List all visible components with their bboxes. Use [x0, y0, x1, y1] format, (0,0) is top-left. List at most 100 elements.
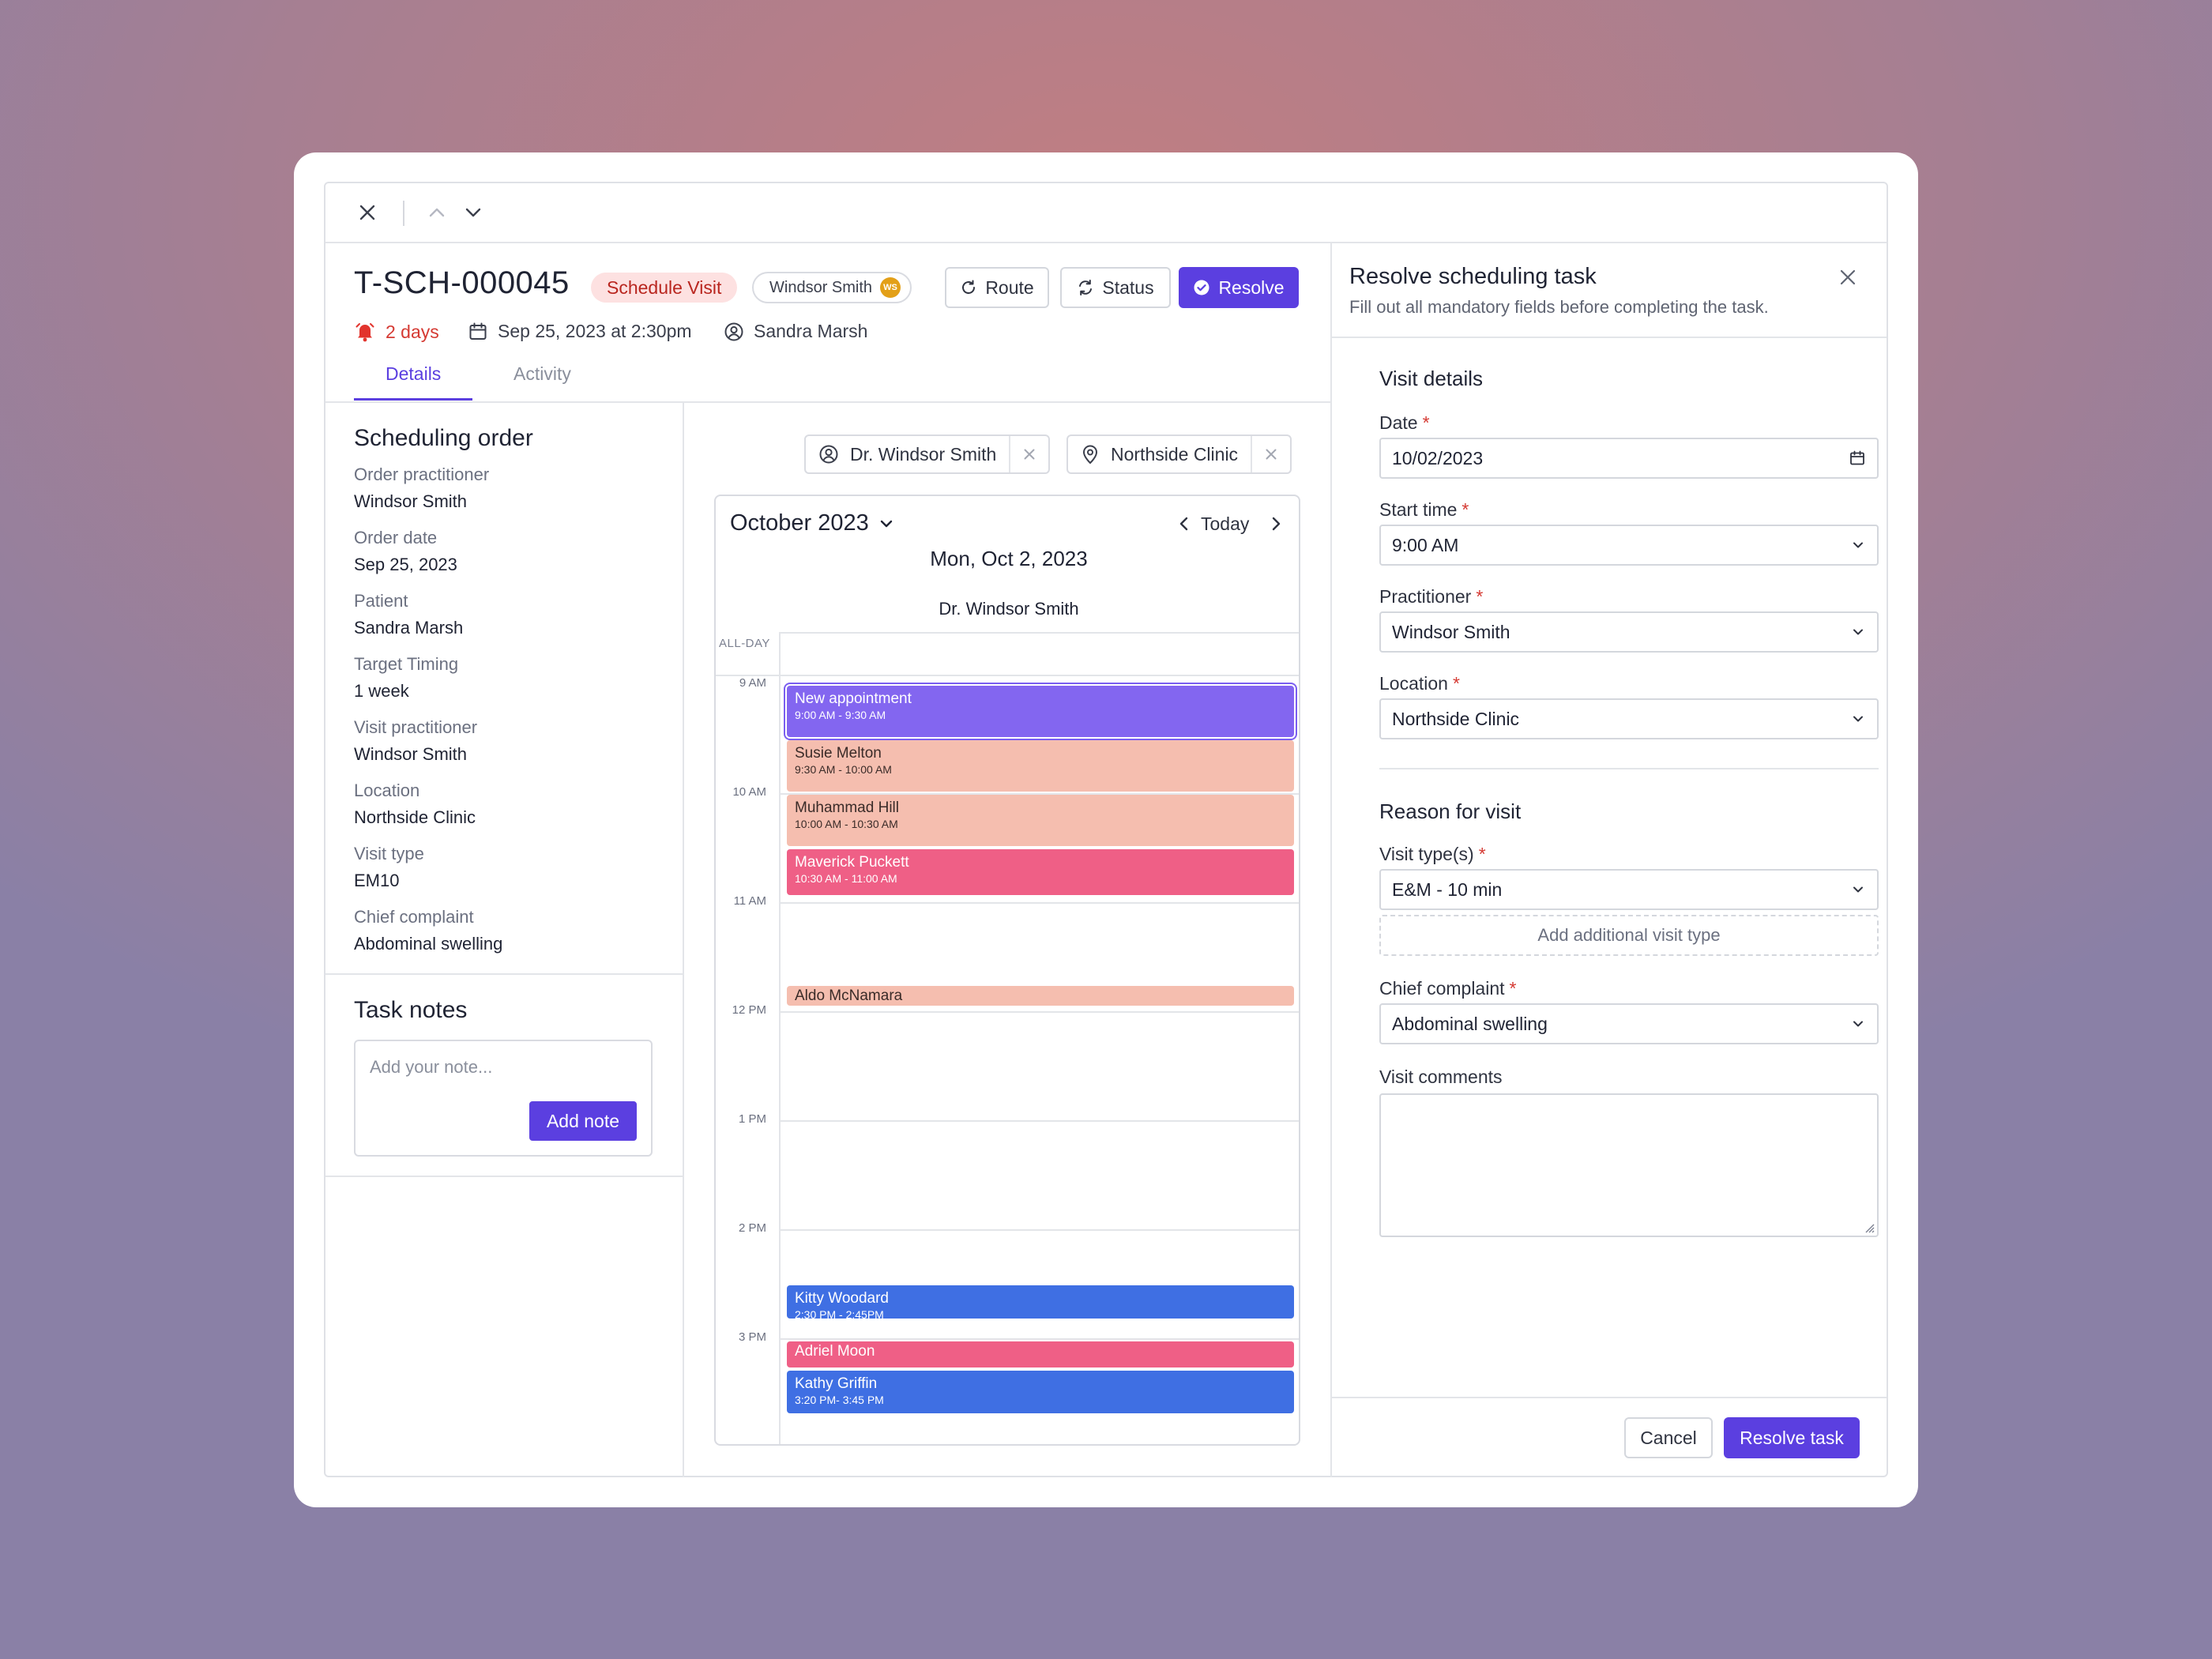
panel-header-divider	[1332, 337, 1887, 338]
today-button[interactable]: Today	[1201, 514, 1250, 534]
doctor-prefix: Dr.	[939, 599, 961, 619]
field-label: Order practitioner	[354, 465, 490, 484]
column-divider	[683, 401, 684, 1477]
visit-type-label: Visit type(s) *	[1379, 844, 1486, 865]
order-field: Patient Sandra Marsh	[354, 591, 502, 654]
hour-label: 11 AM	[733, 894, 766, 908]
field-label: Target Timing	[354, 654, 459, 674]
chevron-up-icon[interactable]	[427, 202, 447, 223]
next-day-button[interactable]	[1267, 515, 1285, 536]
calendar-event[interactable]: Susie Melton 9:30 AM - 10:00 AM	[787, 740, 1294, 792]
location-filter-main: Northside Clinic	[1068, 436, 1251, 472]
practitioner-filter[interactable]: Dr. Windsor Smith	[804, 434, 1051, 474]
calendar-event[interactable]: Kitty Woodard 2:30 PM - 2:45PM	[787, 1285, 1294, 1319]
chevron-down-icon	[1853, 1021, 1863, 1027]
event-time: 9:00 AM - 9:30 AM	[795, 709, 886, 721]
avatar: WS	[880, 277, 901, 298]
tab-activity[interactable]: Activity	[514, 363, 571, 384]
practitioner-value: Windsor Smith	[1392, 621, 1510, 642]
calendar-icon[interactable]	[1849, 450, 1866, 467]
time-grid: 9 AM 10 AM 11 AM 12 PM 1 PM 2 PM 3 PM New appoi…	[716, 675, 1299, 1444]
status-label: Status	[1102, 276, 1154, 298]
start-time-select[interactable]: 9:00 AM	[1379, 525, 1879, 566]
footer-divider	[1332, 1397, 1887, 1398]
doctor-name: Windsor Smith	[965, 599, 1079, 619]
required-marker: *	[1476, 586, 1484, 607]
event-time: 2:30 PM - 2:45PM	[795, 1308, 884, 1319]
practitioner-label-text: Practitioner	[1379, 586, 1472, 607]
resolve-button[interactable]: Resolve	[1179, 267, 1299, 308]
calendar-event[interactable]: Aldo McNamara	[787, 985, 1294, 1006]
visit-type-select[interactable]: E&M - 10 min	[1379, 869, 1879, 910]
calendar-date: Mon, Oct 2, 2023	[930, 547, 1088, 570]
calendar-event[interactable]: New appointment 9:00 AM - 9:30 AM	[787, 686, 1294, 737]
practitioner-filter-main: Dr. Windsor Smith	[806, 436, 1009, 472]
complaint-select[interactable]: Abdominal swelling	[1379, 1003, 1879, 1044]
date-field[interactable]: 10/02/2023	[1379, 438, 1879, 479]
location-select[interactable]: Northside Clinic	[1379, 698, 1879, 739]
complaint-value: Abdominal swelling	[1392, 1013, 1548, 1034]
check-circle-icon	[1194, 280, 1209, 295]
start-time-label-text: Start time	[1379, 499, 1458, 520]
note-input[interactable]: Add your note... Add note	[354, 1040, 653, 1157]
task-window: T-SCH-000045 Schedule Visit Windsor Smit…	[324, 182, 1888, 1477]
date-value: 10/02/2023	[1392, 447, 1484, 468]
hour-label: 12 PM	[732, 1003, 766, 1017]
chevron-down-icon	[880, 520, 892, 527]
time-gutter-divider	[779, 632, 781, 1444]
calendar-event[interactable]: Muhammad Hill 10:00 AM - 10:30 AM	[787, 795, 1294, 846]
chevron-down-icon	[1853, 629, 1863, 635]
created-date: Sep 25, 2023 at 2:30pm	[468, 321, 692, 342]
close-icon[interactable]	[357, 202, 378, 223]
event-name: Maverick Puckett	[795, 854, 909, 871]
tab-details[interactable]: Details	[386, 363, 442, 384]
bell-icon	[356, 323, 374, 342]
visit-type-label-text: Visit type(s)	[1379, 844, 1474, 864]
status-button[interactable]: Status	[1060, 267, 1171, 308]
add-visit-type-button[interactable]: Add additional visit type	[1379, 915, 1879, 956]
practitioner-select[interactable]: Windsor Smith	[1379, 611, 1879, 653]
field-label: Visit type	[354, 844, 424, 863]
practitioner-filter-label: Dr. Windsor Smith	[850, 443, 997, 465]
calendar-event[interactable]: Maverick Puckett 10:30 AM - 11:00 AM	[787, 849, 1294, 896]
location-filter[interactable]: Northside Clinic	[1066, 434, 1292, 474]
chevron-right-icon	[1272, 517, 1281, 531]
resolve-task-button[interactable]: Resolve task	[1724, 1417, 1860, 1458]
cancel-button[interactable]: Cancel	[1624, 1417, 1713, 1458]
user-circle-icon	[724, 322, 743, 340]
event-name: Adriel Moon	[795, 1343, 875, 1360]
event-time: 10:30 AM - 11:00 AM	[795, 872, 897, 885]
due-text: 2 days	[386, 321, 439, 342]
month-selector[interactable]: October 2023	[730, 510, 894, 536]
resize-handle-icon[interactable]	[1861, 1220, 1875, 1234]
clear-practitioner-button[interactable]	[1009, 436, 1048, 472]
order-fields: Order practitioner Windsor Smith Order da…	[354, 465, 502, 970]
window-toolbar	[325, 183, 1887, 243]
route-button[interactable]: Route	[945, 267, 1049, 308]
order-field: Order date Sep 25, 2023	[354, 528, 502, 591]
all-day-divider	[716, 675, 1299, 676]
add-note-button[interactable]: Add note	[529, 1101, 637, 1141]
clear-location-button[interactable]	[1251, 436, 1290, 472]
close-icon	[1266, 449, 1277, 460]
order-field: Location Northside Clinic	[354, 781, 502, 844]
hour-label: 3 PM	[738, 1330, 766, 1344]
hour-gridline	[779, 902, 1299, 904]
complaint-label: Chief complaint *	[1379, 978, 1516, 999]
event-time: 3:20 PM- 3:45 PM	[795, 1394, 884, 1407]
calendar-event[interactable]: Adriel Moon	[787, 1341, 1294, 1368]
sync-icon	[1079, 280, 1093, 295]
prev-day-button[interactable]	[1176, 515, 1193, 536]
panel-divider	[1330, 243, 1332, 1477]
chevron-down-icon[interactable]	[463, 202, 483, 223]
event-time: 10:00 AM - 10:30 AM	[795, 818, 898, 830]
tab-indicator	[354, 398, 472, 401]
route-label: Route	[985, 276, 1034, 298]
comments-textarea[interactable]	[1379, 1093, 1879, 1237]
field-value: Sep 25, 2023	[354, 555, 457, 574]
calendar-event[interactable]: Kathy Griffin 3:20 PM- 3:45 PM	[787, 1371, 1294, 1413]
assignee-chip[interactable]: Windsor Smith WS	[752, 272, 912, 303]
hour-gridline	[779, 793, 1299, 795]
required-marker: *	[1509, 978, 1517, 999]
close-panel-button[interactable]	[1838, 267, 1858, 292]
